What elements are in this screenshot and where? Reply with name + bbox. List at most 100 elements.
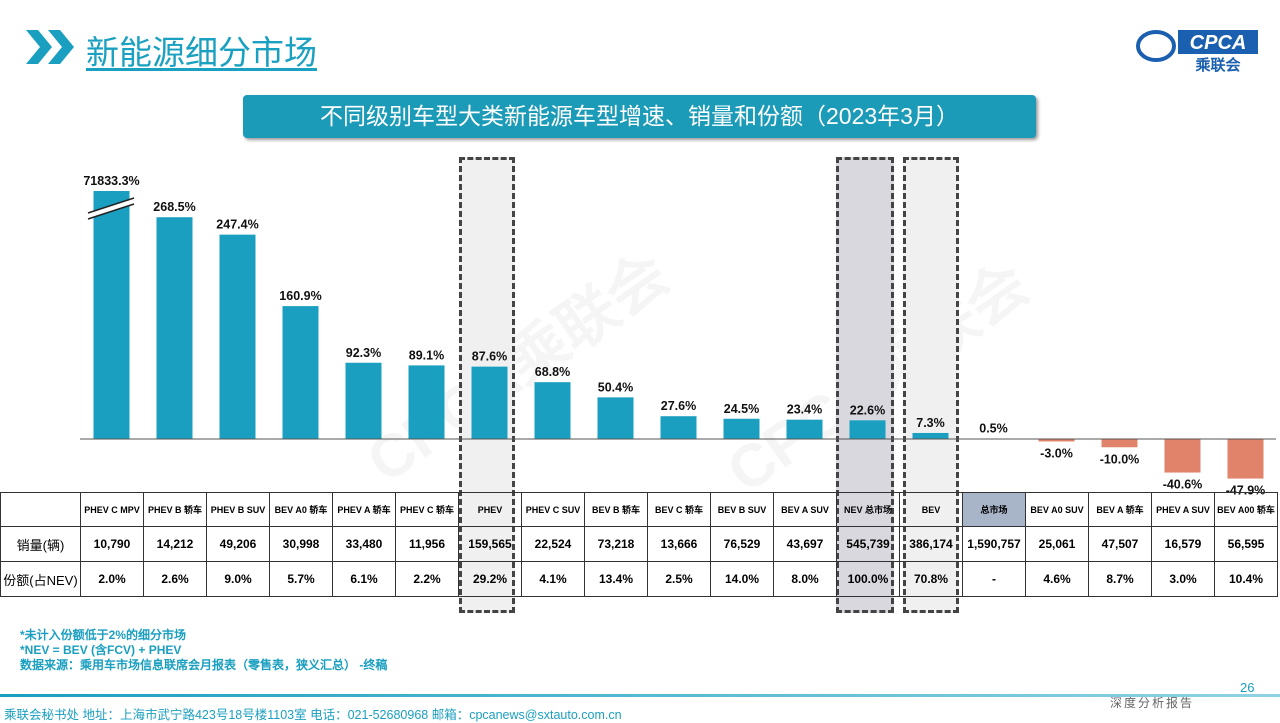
sales-cell: 545,739 [836, 526, 900, 562]
bar [912, 432, 949, 439]
chevron-arrows-icon [26, 30, 74, 64]
bar [849, 420, 886, 439]
share-cell: 6.1% [332, 561, 396, 597]
share-cell: 2.5% [647, 561, 711, 597]
column-header: BEV A0 轿车 [269, 492, 333, 527]
sales-cell: 14,212 [143, 526, 207, 562]
data-label: -40.6% [1163, 478, 1203, 492]
column-header: PHEV A SUV [1151, 492, 1215, 527]
growth-bar-chart: 71833.3% 268.5% 247.4% 160.9% 92.3% 89.1% 87.6… [80, 174, 1276, 498]
bar [534, 382, 571, 439]
data-label: 160.9% [279, 289, 321, 303]
note: *未计入份额低于2%的细分市场 [20, 628, 187, 642]
notes: *未计入份额低于2%的细分市场 *NEV = BEV (含FCV) + PHEV… [20, 628, 387, 673]
column-header: BEV A SUV [773, 492, 837, 527]
bar [1164, 439, 1201, 473]
data-label: -3.0% [1040, 446, 1073, 460]
column-header: BEV A0 SUV [1025, 492, 1089, 527]
data-label: 87.6% [472, 350, 507, 364]
data-label: 27.6% [661, 399, 696, 413]
share-cell: 100.0% [836, 561, 900, 597]
share-cell: 2.2% [395, 561, 459, 597]
sales-cell: 13,666 [647, 526, 711, 562]
sales-cell: 49,206 [206, 526, 270, 562]
sales-share-table: PHEV C MPV PHEV B 轿车 PHEV B SUV BEV A0 轿车 PH… [0, 492, 1278, 597]
sales-cell: 73,218 [584, 526, 648, 562]
share-cell: 2.0% [80, 561, 144, 597]
bar [219, 234, 256, 439]
data-label: 71833.3% [83, 174, 139, 188]
svg-text:乘联会: 乘联会 [1194, 56, 1240, 74]
column-header: BEV [899, 492, 963, 527]
sales-cell: 76,529 [710, 526, 774, 562]
sales-cell: 16,579 [1151, 526, 1215, 562]
footer-contact: 乘联会秘书处 地址：上海市武宁路423号18号楼1103室 电话：021-526… [4, 708, 622, 722]
data-label: 92.3% [346, 346, 381, 360]
column-header: PHEV C MPV [80, 492, 144, 527]
sales-cell: 22,524 [521, 526, 585, 562]
share-cell: 8.7% [1088, 561, 1152, 597]
bar [156, 217, 193, 439]
share-cell: 10.4% [1214, 561, 1278, 597]
column-header: PHEV C SUV [521, 492, 585, 527]
row-label-sales: 销量(辆) [0, 526, 81, 562]
bar [1101, 439, 1138, 448]
bar [597, 397, 634, 439]
data-label: 268.5% [153, 200, 195, 214]
data-label: 22.6% [850, 403, 885, 417]
footer-divider [0, 694, 1280, 697]
axis-break-icon [88, 198, 134, 219]
row-label-share: 份额(占NEV) [0, 561, 81, 597]
source-note: 数据来源：乘用车市场信息联席会月报表（零售表，狭义汇总） -终稿 [20, 658, 388, 672]
sales-cell: 30,998 [269, 526, 333, 562]
column-header: 总市场 [962, 492, 1026, 527]
page-number: 26 [1240, 680, 1255, 695]
sales-cell: 386,174 [899, 526, 963, 562]
svg-text:CPCA: CPCA [1190, 32, 1247, 54]
data-label: 7.3% [916, 416, 945, 430]
bar [786, 419, 823, 439]
column-header: PHEV [458, 492, 522, 527]
column-header: PHEV A 轿车 [332, 492, 396, 527]
column-header: NEV 总市场 [836, 492, 900, 527]
sales-cell: 11,956 [395, 526, 459, 562]
share-cell: 8.0% [773, 561, 837, 597]
bar [1038, 439, 1075, 442]
data-label: 89.1% [409, 348, 444, 362]
bar [93, 191, 130, 439]
note: *NEV = BEV (含FCV) + PHEV [20, 643, 182, 657]
data-label: 68.8% [535, 365, 570, 379]
data-label: 0.5% [979, 422, 1008, 436]
axis-break-icon [87, 197, 135, 214]
share-cell: 70.8% [899, 561, 963, 597]
column-header: BEV C 轿车 [647, 492, 711, 527]
sales-cell: 33,480 [332, 526, 396, 562]
share-cell: 9.0% [206, 561, 270, 597]
bar [282, 306, 319, 439]
share-cell: 13.4% [584, 561, 648, 597]
share-cell: 4.1% [521, 561, 585, 597]
column-header: PHEV C 轿车 [395, 492, 459, 527]
sales-cell: 43,697 [773, 526, 837, 562]
share-cell: 29.2% [458, 561, 522, 597]
data-label: 24.5% [724, 402, 759, 416]
corner-cell [0, 492, 81, 527]
report-tag: 深度分析报告 [1110, 696, 1195, 710]
column-header: PHEV B 轿车 [143, 492, 207, 527]
share-cell: 2.6% [143, 561, 207, 597]
bar [1227, 439, 1264, 479]
share-cell: 4.6% [1025, 561, 1089, 597]
chart-title: 不同级别车型大类新能源车型增速、销量和份额（2023年3月） [243, 95, 1036, 138]
data-label: -10.0% [1100, 452, 1140, 466]
data-label: 247.4% [216, 218, 258, 232]
column-header: BEV A00 轿车 [1214, 492, 1278, 527]
share-cell: 5.7% [269, 561, 333, 597]
bar [408, 365, 445, 439]
share-cell: - [962, 561, 1026, 597]
sales-cell: 25,061 [1025, 526, 1089, 562]
sales-cell: 56,595 [1214, 526, 1278, 562]
page-title: 新能源细分市场 [86, 34, 317, 71]
data-label: 50.4% [598, 380, 633, 394]
column-header: PHEV B SUV [206, 492, 270, 527]
axis-break-icon [87, 203, 135, 220]
